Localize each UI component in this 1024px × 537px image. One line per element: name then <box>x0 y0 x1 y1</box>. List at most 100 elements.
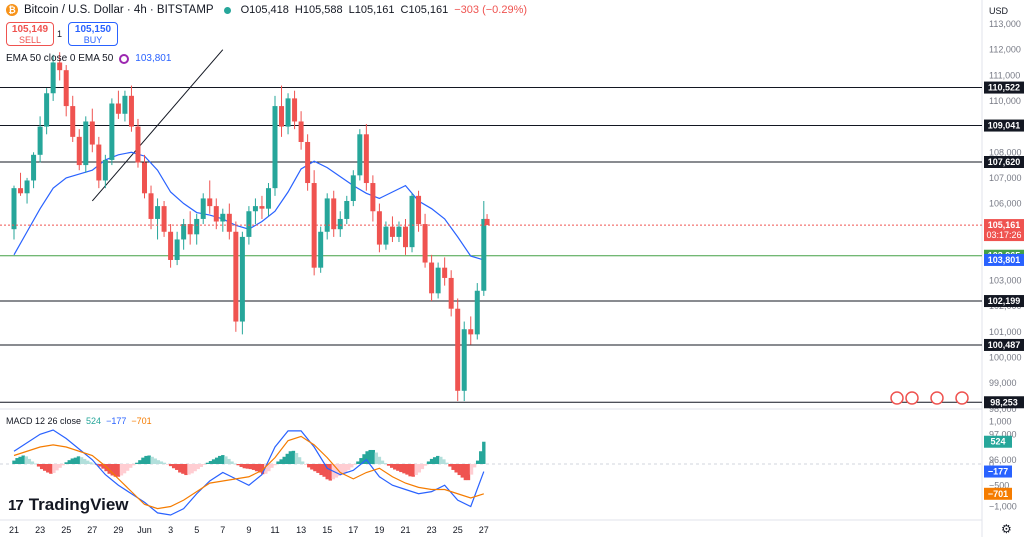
candle-down <box>422 224 428 263</box>
macd-tick-label: 0 <box>989 459 994 469</box>
macd-histogram-bar <box>181 464 185 474</box>
us-flag-icon <box>905 391 919 405</box>
macd-histogram-bar <box>270 464 274 468</box>
macd-legend[interactable]: MACD 12 26 close 524 −177 −701 <box>6 416 152 426</box>
macd-histogram-bar <box>150 456 154 464</box>
macd-histogram-bar <box>224 456 228 464</box>
candle-up <box>252 206 258 212</box>
macd-histogram-bar <box>316 464 320 473</box>
candle-up <box>318 231 324 268</box>
price-tick-label: 97,000 <box>989 429 1017 439</box>
macd-tick-label: −1,000 <box>989 502 1017 512</box>
macd-histogram-bar <box>356 461 360 464</box>
macd-histogram-bar <box>457 464 461 476</box>
macd-histogram-bar <box>128 464 133 468</box>
candle-down <box>63 70 69 107</box>
macd-histogram-bar <box>175 464 179 470</box>
time-tick-label: 5 <box>194 525 199 535</box>
time-tick-label: Jun <box>137 525 152 535</box>
candle-down <box>233 231 239 322</box>
time-tick-label: 29 <box>113 525 123 535</box>
candle-up <box>285 98 291 127</box>
macd-histogram-bar <box>350 464 354 468</box>
candle-down <box>403 226 408 248</box>
macd-histogram-bar <box>187 464 191 475</box>
candle-down <box>442 267 448 278</box>
macd-histogram-bar <box>159 461 164 464</box>
macd-histogram-bar <box>285 453 289 464</box>
candle-up <box>83 121 89 166</box>
macd-histogram-bar <box>463 464 468 481</box>
ema-legend[interactable]: EMA 50 close 0 EMA 50 103,801 <box>6 53 171 64</box>
macd-histogram-bar <box>307 464 311 468</box>
candle-up <box>396 226 402 237</box>
macd-histogram-bar <box>377 456 382 464</box>
candle-down <box>448 277 454 309</box>
buy-button[interactable]: 105,150 BUY <box>68 22 118 46</box>
macd-histogram-bar <box>135 462 139 464</box>
candle-down <box>363 134 369 184</box>
macd-histogram-bar <box>368 449 372 464</box>
candle-up <box>239 236 245 322</box>
time-tick-label: 17 <box>348 525 358 535</box>
gear-icon[interactable]: ⚙ <box>1001 522 1012 536</box>
macd-histogram-bar <box>319 464 323 476</box>
candle-down <box>376 211 382 245</box>
macd-histogram-bar <box>257 464 262 473</box>
time-tick-label: 11 <box>270 525 279 535</box>
macd-histogram-bar <box>46 464 50 473</box>
time-tick-label: 19 <box>374 525 384 535</box>
macd-histogram-bar <box>337 464 342 476</box>
macd-histogram-bar <box>233 463 237 465</box>
time-tick-label: 23 <box>427 525 437 535</box>
macd-histogram-bar <box>67 460 71 464</box>
price-tick-label: 107,000 <box>989 173 1022 183</box>
macd-histogram-bar <box>469 464 474 475</box>
price-tag <box>984 219 1024 242</box>
time-tick-label: 9 <box>246 525 251 535</box>
level-price-label: 102,199 <box>988 296 1021 306</box>
macd-histogram-bar <box>466 464 471 481</box>
macd-histogram-bar <box>122 464 127 474</box>
macd-histogram-bar <box>328 464 332 481</box>
symbol-title[interactable]: Bitcoin / U.S. Dollar · 4h · BITSTAMP <box>24 4 214 16</box>
candle-up <box>357 134 363 176</box>
ohlc-high: H105,588 <box>294 4 343 16</box>
macd-histogram-bar <box>49 464 53 474</box>
macd-histogram-bar <box>291 450 296 464</box>
macd-histogram-bar <box>304 464 308 465</box>
macd-histogram-bar <box>211 459 216 464</box>
tradingview-mark-icon: 17 <box>8 496 24 514</box>
buy-price: 105,150 <box>74 24 112 35</box>
macd-histogram-bar <box>165 464 170 465</box>
macd-histogram-bar <box>248 464 253 470</box>
candle-down <box>57 62 63 71</box>
candle-up <box>409 195 415 248</box>
candle-up <box>109 103 115 160</box>
macd-histogram-bar <box>218 455 222 464</box>
candle-down <box>161 206 167 232</box>
macd-histogram-bar <box>107 464 111 474</box>
macd-histogram-bar <box>371 449 375 464</box>
candle-down <box>207 198 213 207</box>
macd-histogram-bar <box>110 464 114 476</box>
level-price-tag <box>984 155 1024 168</box>
macd-histogram-bar <box>153 458 157 464</box>
macd-histogram-bar <box>454 464 458 473</box>
macd-histogram-bar <box>429 458 434 464</box>
candle-down <box>128 95 134 127</box>
macd-histogram-bar <box>475 460 480 464</box>
macd-signal-line <box>13 435 484 510</box>
macd-histogram-bar <box>402 464 406 474</box>
macd-histogram-bar <box>214 457 219 464</box>
sell-button[interactable]: 105,149 SELL <box>6 22 54 46</box>
ema-value: 103,801 <box>135 53 172 64</box>
candle-down <box>298 121 304 142</box>
macd-histogram-bar <box>417 464 422 473</box>
event-lightning-icon <box>890 391 904 405</box>
sell-price: 105,149 <box>11 24 49 35</box>
currency-label[interactable]: USD <box>989 6 1009 16</box>
macd-tick-label: 1,000 <box>989 417 1012 427</box>
ohlc-change: −303 (−0.29%) <box>454 4 528 16</box>
